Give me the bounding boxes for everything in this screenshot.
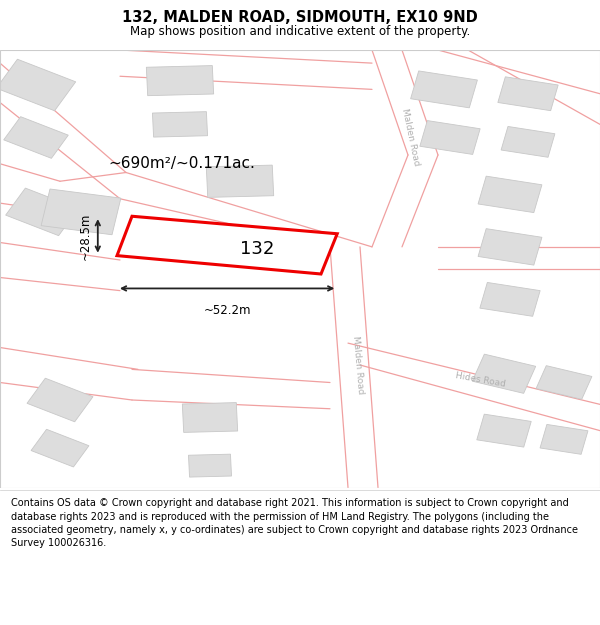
Text: 132, MALDEN ROAD, SIDMOUTH, EX10 9ND: 132, MALDEN ROAD, SIDMOUTH, EX10 9ND: [122, 10, 478, 25]
Text: 132: 132: [239, 240, 274, 258]
Polygon shape: [420, 121, 480, 154]
Polygon shape: [5, 188, 79, 236]
Polygon shape: [41, 189, 121, 235]
Polygon shape: [477, 414, 531, 447]
Text: Map shows position and indicative extent of the property.: Map shows position and indicative extent…: [130, 24, 470, 38]
Polygon shape: [472, 354, 536, 393]
Polygon shape: [0, 59, 76, 111]
Text: Malden Road: Malden Road: [401, 108, 421, 167]
Polygon shape: [27, 378, 93, 422]
Polygon shape: [540, 424, 588, 454]
Polygon shape: [478, 229, 542, 265]
Polygon shape: [117, 216, 337, 274]
Polygon shape: [498, 77, 558, 111]
Text: ~28.5m: ~28.5m: [79, 213, 92, 259]
Polygon shape: [188, 454, 232, 477]
Text: ~690m²/~0.171ac.: ~690m²/~0.171ac.: [108, 156, 255, 171]
Text: ~52.2m: ~52.2m: [203, 304, 251, 317]
Polygon shape: [501, 126, 555, 158]
Polygon shape: [182, 402, 238, 432]
Polygon shape: [478, 176, 542, 212]
Polygon shape: [31, 429, 89, 467]
Polygon shape: [152, 112, 208, 137]
Text: Contains OS data © Crown copyright and database right 2021. This information is : Contains OS data © Crown copyright and d…: [11, 499, 578, 548]
Polygon shape: [480, 282, 540, 316]
Text: Hides Road: Hides Road: [454, 371, 506, 389]
Polygon shape: [146, 66, 214, 96]
Polygon shape: [4, 117, 68, 158]
Polygon shape: [206, 165, 274, 198]
Polygon shape: [536, 366, 592, 399]
Text: Malden Road: Malden Road: [350, 336, 365, 394]
Polygon shape: [410, 71, 478, 108]
